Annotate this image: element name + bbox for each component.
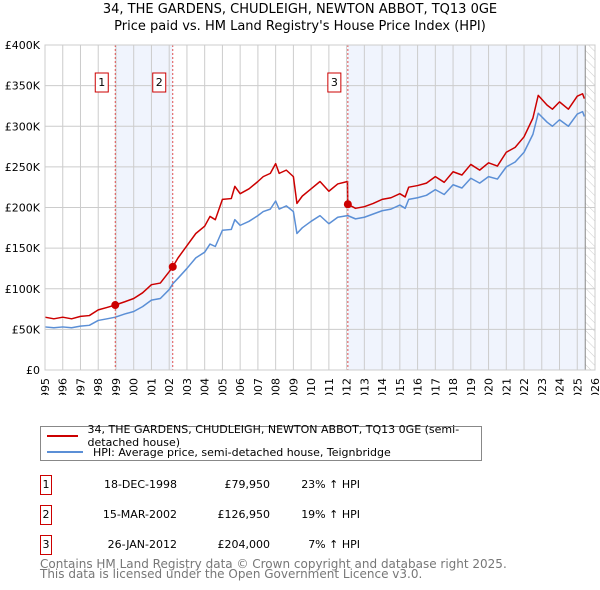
sale-price: £204,000 [217, 538, 271, 551]
x-tick-label: 2022 [518, 378, 531, 395]
y-tick-label: £50K [12, 323, 41, 336]
x-tick-label: 2002 [163, 378, 176, 395]
x-tick-label: 2014 [376, 378, 389, 395]
legend-label: HPI: Average price, semi-detached house,… [93, 445, 391, 459]
series-line [44, 93, 586, 320]
sale-date: 26-JAN-2012 [107, 538, 177, 551]
y-tick-label: £100K [5, 283, 41, 296]
sale-row: 2 15-MAR-2002 £126,950 19% ↑ HPI [40, 505, 440, 525]
y-tick-label: £0 [26, 364, 40, 377]
footer: Contains HM Land Registry data © Crown c… [40, 557, 507, 581]
sale-hpi-change: 19% ↑ HPI [301, 508, 360, 521]
x-tick-label: 2011 [323, 378, 336, 395]
sale-point [343, 200, 352, 209]
sale-point [111, 301, 120, 310]
x-tick-label: 2006 [234, 378, 247, 395]
x-tick-label: 1998 [92, 378, 105, 395]
sale-price: £79,950 [224, 478, 271, 491]
x-tick-label: 1996 [57, 378, 70, 395]
legend-swatch-blue [47, 451, 83, 453]
sale-hpi-change: 23% ↑ HPI [301, 478, 360, 491]
plot-area: 1995 1996 1997 1998 1999 2000 2001 2002 2003 2004… [5, 39, 600, 395]
y-tick-label: £150K [5, 242, 41, 255]
plot-border [44, 44, 596, 371]
x-tick-label: 2008 [270, 378, 283, 395]
legend-item-hpi: HPI: Average price, semi-detached house,… [47, 444, 391, 460]
sale-label-box [94, 72, 109, 93]
x-tick-label: 2018 [447, 378, 460, 395]
y-tick-label: £350K [5, 80, 41, 93]
x-tick-label: 2007 [252, 378, 265, 395]
sale-label-box [327, 72, 342, 93]
x-tick-label: 2019 [465, 378, 478, 395]
x-tick-label: 2005 [216, 378, 229, 395]
sale-label-box [152, 72, 167, 93]
y-tick-label: £200K [5, 202, 41, 215]
x-tick-label: 2003 [181, 378, 194, 395]
sale-number-badge: 3 [40, 535, 52, 555]
sale-label-number: 3 [331, 76, 338, 89]
legend-swatch-red [47, 435, 78, 437]
legend-item-property: 34, THE GARDENS, CHUDLEIGH, NEWTON ABBOT… [47, 423, 481, 449]
x-tick-label: 2025 [571, 378, 584, 395]
y-tick-label: £400K [5, 39, 41, 52]
sale-point [168, 262, 177, 271]
sale-date: 18-DEC-1998 [103, 478, 177, 491]
sale-label-number: 2 [156, 76, 163, 89]
sale-label-number: 1 [98, 76, 105, 89]
x-tick-label: 2026 [589, 378, 600, 395]
x-tick-label: 1999 [110, 378, 123, 395]
x-tick-label: 2017 [429, 378, 442, 395]
series-line [44, 110, 586, 329]
x-tick-label: 2015 [394, 378, 407, 395]
y-tick-label: £300K [5, 120, 41, 133]
footer-line-2: This data is licensed under the Open Gov… [40, 567, 423, 581]
chart-title: 34, THE GARDENS, CHUDLEIGH, NEWTON ABBOT… [102, 2, 498, 17]
chart-subtitle: Price paid vs. HM Land Registry's House … [114, 19, 486, 34]
x-tick-label: 2016 [412, 378, 425, 395]
y-tick-label: £250K [5, 161, 41, 174]
footer-line-1: Contains HM Land Registry data © Crown c… [40, 557, 507, 571]
x-tick-label: 2000 [128, 378, 141, 395]
legend: 34, THE GARDENS, CHUDLEIGH, NEWTON ABBOT… [40, 423, 482, 461]
sale-number-badge: 2 [40, 505, 52, 525]
x-tick-label: 1997 [74, 378, 87, 395]
sale-row: 1 18-DEC-1998 £79,950 23% ↑ HPI [40, 475, 440, 495]
sale-hpi-change: 7% ↑ HPI [308, 538, 360, 551]
x-tick-label: 1995 [39, 378, 52, 395]
x-tick-label: 2004 [199, 378, 212, 395]
x-tick-label: 2023 [536, 378, 549, 395]
x-tick-label: 2012 [341, 378, 354, 395]
sale-price: £126,950 [217, 508, 271, 521]
x-tick-label: 2001 [145, 378, 158, 395]
x-tick-label: 2009 [287, 378, 300, 395]
x-tick-label: 2010 [305, 378, 318, 395]
sale-date: 15-MAR-2002 [102, 508, 177, 521]
x-tick-label: 2024 [554, 378, 567, 395]
x-tick-label: 2021 [500, 378, 513, 395]
legend-label: 34, THE GARDENS, CHUDLEIGH, NEWTON ABBOT… [87, 423, 460, 449]
sale-row: 3 26-JAN-2012 £204,000 7% ↑ HPI [40, 535, 440, 555]
x-tick-label: 2013 [358, 378, 371, 395]
x-tick-label: 2020 [483, 378, 496, 395]
sale-number-badge: 1 [40, 475, 52, 495]
